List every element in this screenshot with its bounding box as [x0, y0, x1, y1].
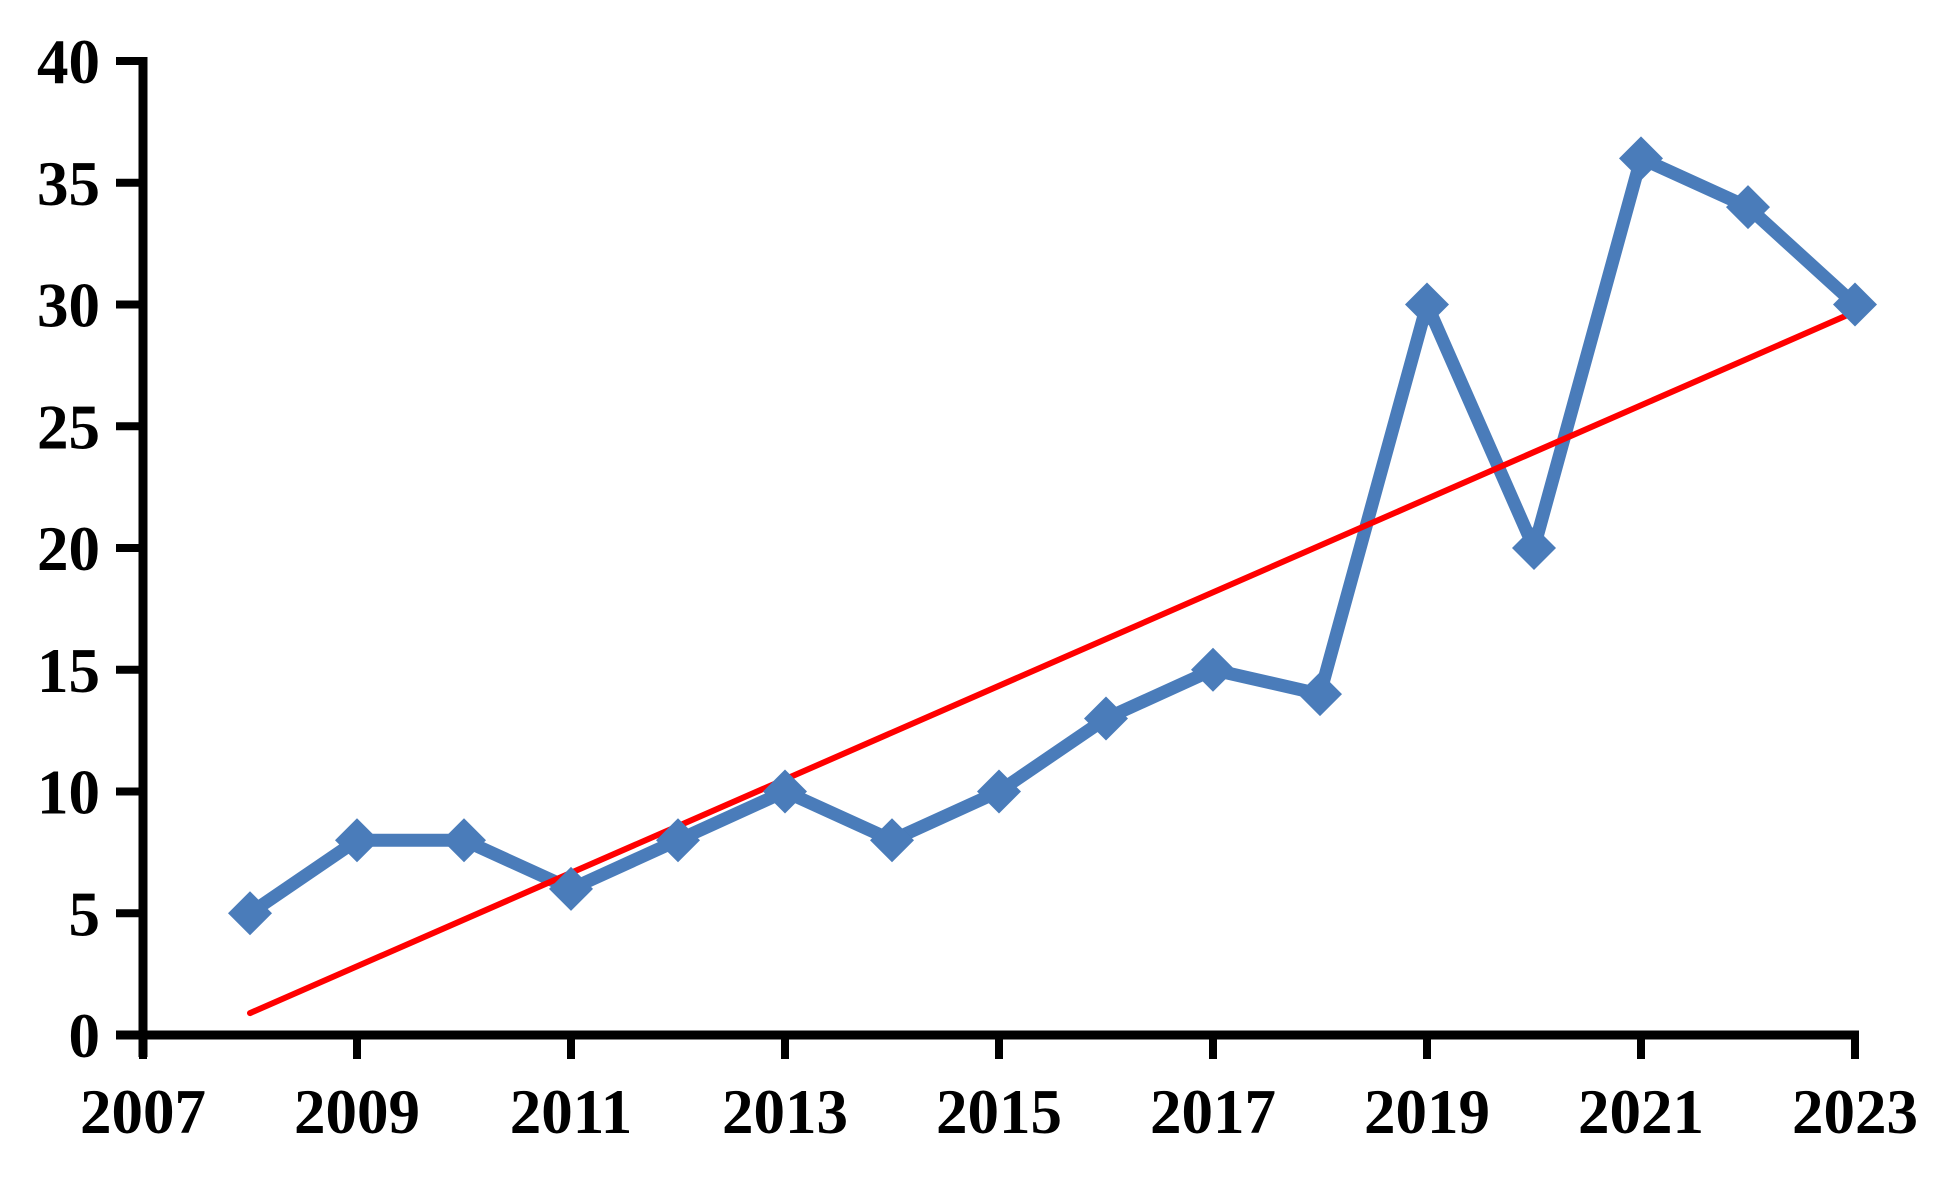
data-point-marker — [1084, 696, 1128, 741]
y-axis-tick-label: 15 — [37, 636, 100, 706]
data-point-marker — [656, 818, 700, 863]
series-group — [228, 136, 1877, 1017]
data-point-marker — [1512, 526, 1556, 570]
data-point-marker — [549, 866, 593, 911]
y-axis-tick-label: 20 — [37, 514, 100, 584]
data-series-line — [243, 151, 1862, 920]
x-axis-tick-label: 2009 — [294, 1077, 420, 1147]
y-axis-tick-label: 5 — [69, 879, 101, 949]
y-axis-tick-label: 25 — [37, 392, 100, 462]
data-point-marker — [1298, 672, 1342, 717]
data-point-marker — [1191, 647, 1235, 692]
x-axis-tick-label: 2007 — [80, 1077, 206, 1147]
x-axis-tick-label: 2017 — [1150, 1077, 1276, 1147]
y-axis-tick-label: 0 — [69, 1001, 101, 1071]
x-axis-tick-label: 2019 — [1364, 1077, 1490, 1147]
data-point-marker — [442, 818, 486, 863]
data-point-marker — [977, 769, 1021, 814]
y-axis-tick-label: 10 — [37, 758, 100, 828]
x-axis-tick-label: 2021 — [1578, 1077, 1704, 1147]
data-point-marker — [763, 769, 807, 814]
data-point-marker — [335, 818, 379, 863]
data-point-marker — [1833, 282, 1877, 327]
y-axis-tick-label: 30 — [37, 271, 100, 341]
y-axis-tick-label: 40 — [37, 27, 100, 97]
x-axis-tick-label: 2023 — [1792, 1077, 1918, 1147]
data-point-marker — [1405, 282, 1449, 327]
trendline — [247, 308, 1858, 1017]
x-axis-tick-label: 2011 — [510, 1077, 633, 1147]
x-axis-tick-label: 2013 — [722, 1077, 848, 1147]
y-axis-tick-label: 35 — [37, 149, 100, 219]
data-point-marker — [1726, 185, 1770, 230]
x-axis-tick-label: 2015 — [936, 1077, 1062, 1147]
data-point-marker — [228, 891, 272, 936]
axes: 0 5 10 15 20 25 30 35 40 2007 2009 2011 2013 2015 2017… — [37, 27, 1918, 1147]
data-point-marker — [1619, 136, 1663, 181]
data-point-marker — [870, 818, 914, 863]
